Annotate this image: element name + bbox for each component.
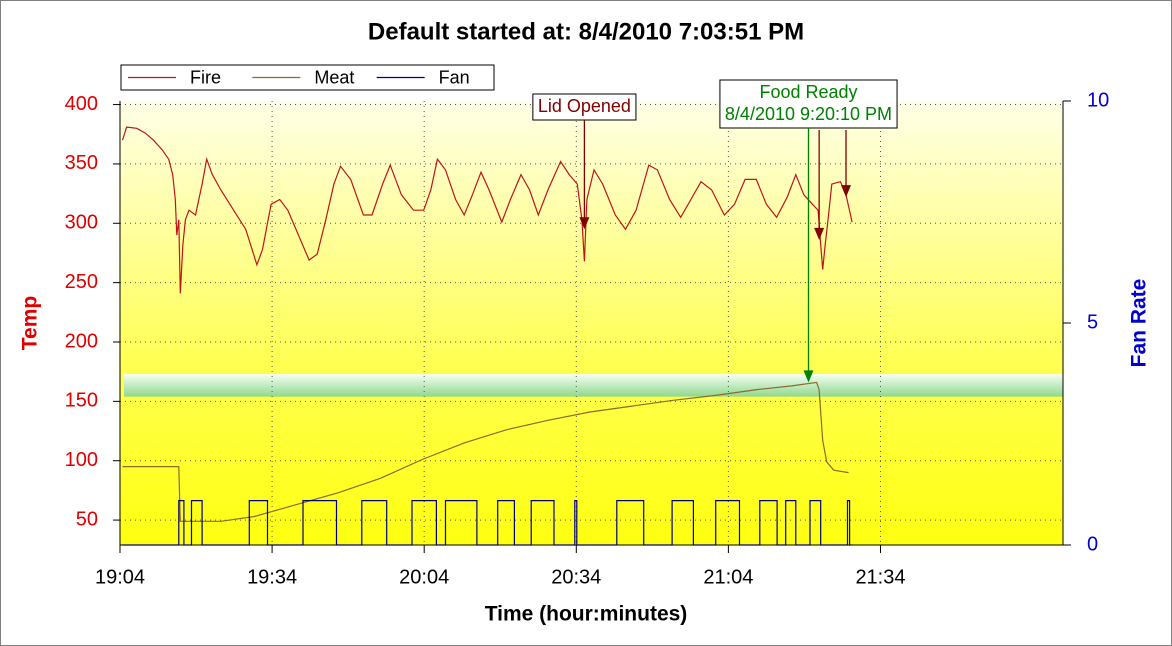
annotation-arrow-head: [803, 370, 814, 383]
annotation-text: 8/4/2010 9:20:10 PM: [725, 104, 892, 124]
legend-label: Fire: [190, 67, 221, 87]
legend-box: [120, 64, 495, 91]
y2-tick-label: 0: [1087, 533, 1098, 555]
y-tick-label: 50: [76, 508, 98, 530]
x-tick-label: 21:34: [855, 566, 905, 588]
y-axis-title: Temp: [19, 296, 42, 350]
chart-title: Default started at: 8/4/2010 7:03:51 PM: [368, 18, 804, 45]
annotation-text: Lid Opened: [538, 96, 631, 116]
y-tick-label: 400: [65, 93, 98, 115]
annotation-arrow-head: [579, 217, 590, 230]
x-axis-title: Time (hour:minutes): [485, 603, 688, 626]
y-tick-label: 300: [65, 212, 98, 234]
y2-tick-label: 5: [1087, 311, 1098, 333]
series-line: [122, 500, 853, 546]
plot-background: [120, 101, 1063, 545]
annotation-box: [532, 93, 637, 121]
annotation-text: Food Ready: [759, 82, 857, 102]
y-tick-label: 250: [65, 271, 98, 293]
y-tick-label: 200: [65, 330, 98, 352]
y-tick-label: 100: [65, 449, 98, 471]
annotation: Lid Opened: [532, 93, 637, 121]
legend-label: Meat: [314, 67, 354, 87]
target-band: [124, 374, 1063, 397]
marker-arrow-head: [814, 227, 825, 240]
marker-arrow-head: [841, 185, 852, 198]
x-tick-label: 20:34: [551, 566, 601, 588]
x-tick-label: 19:34: [247, 566, 297, 588]
x-tick-label: 20:04: [399, 566, 449, 588]
y-tick-label: 350: [65, 152, 98, 174]
annotation-box: [719, 79, 898, 129]
series-line: [121, 126, 853, 294]
y-tick-label: 150: [65, 390, 98, 412]
y2-axis-title: Fan Rate: [1128, 279, 1151, 368]
x-tick-label: 21:04: [703, 566, 753, 588]
legend-label: Fan: [439, 67, 470, 87]
x-tick-label: 19:04: [95, 566, 145, 588]
y2-tick-label: 10: [1087, 89, 1109, 111]
